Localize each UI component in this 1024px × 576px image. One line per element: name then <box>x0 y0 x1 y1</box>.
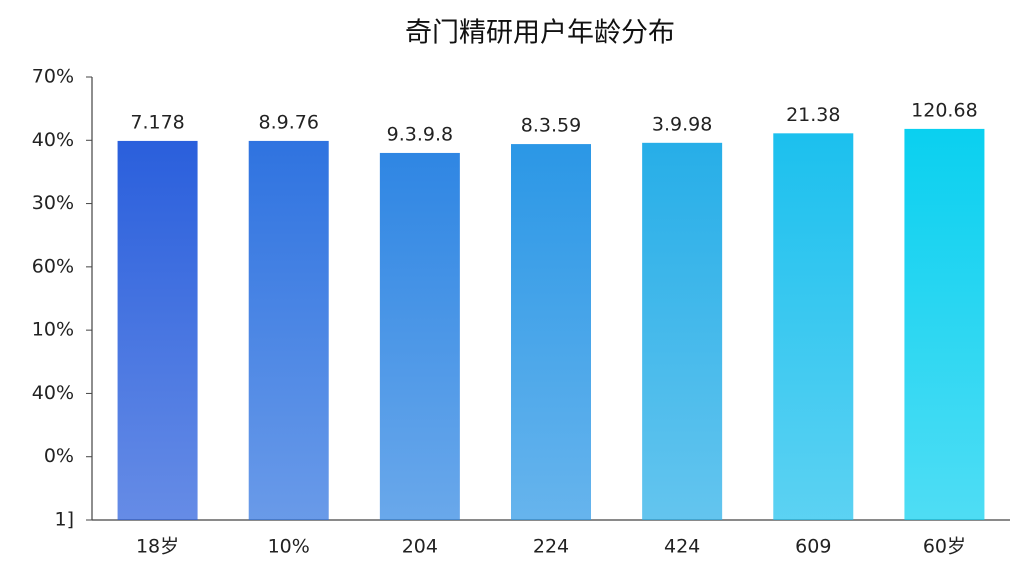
bar <box>379 152 460 520</box>
bar <box>248 140 329 520</box>
value-label: 3.9.98 <box>652 113 712 135</box>
bar <box>904 128 985 520</box>
y-tick-label: 10% <box>32 319 74 341</box>
bar <box>117 140 198 520</box>
y-tick-label: 60% <box>32 255 74 277</box>
y-tick-label: 40% <box>32 129 74 151</box>
value-label: 8.3.59 <box>521 115 581 137</box>
y-tick-label: 70% <box>32 66 74 88</box>
x-tick-label: 10% <box>268 536 310 558</box>
x-tick-label: 18岁 <box>136 536 179 558</box>
y-tick-label: 30% <box>32 192 74 214</box>
value-label: 120.68 <box>911 99 977 121</box>
y-tick-label: 0% <box>44 445 74 467</box>
x-tick-label: 60岁 <box>923 536 966 558</box>
x-tick-label: 609 <box>795 536 831 558</box>
chart-title: 奇门精研用户年龄分布 <box>405 18 675 49</box>
value-label: 21.38 <box>786 104 840 126</box>
x-tick-label: 224 <box>533 536 569 558</box>
bar <box>642 142 723 520</box>
x-tick-label: 204 <box>402 536 438 558</box>
y-tick-label: 1] <box>54 509 74 531</box>
bar <box>511 144 591 520</box>
bar <box>773 133 854 520</box>
x-tick-label: 424 <box>664 536 700 558</box>
value-label: 8.9.76 <box>258 111 318 133</box>
y-tick-label: 40% <box>32 382 74 404</box>
value-label: 9.3.9.8 <box>387 123 453 145</box>
value-label: 7.178 <box>130 111 184 133</box>
